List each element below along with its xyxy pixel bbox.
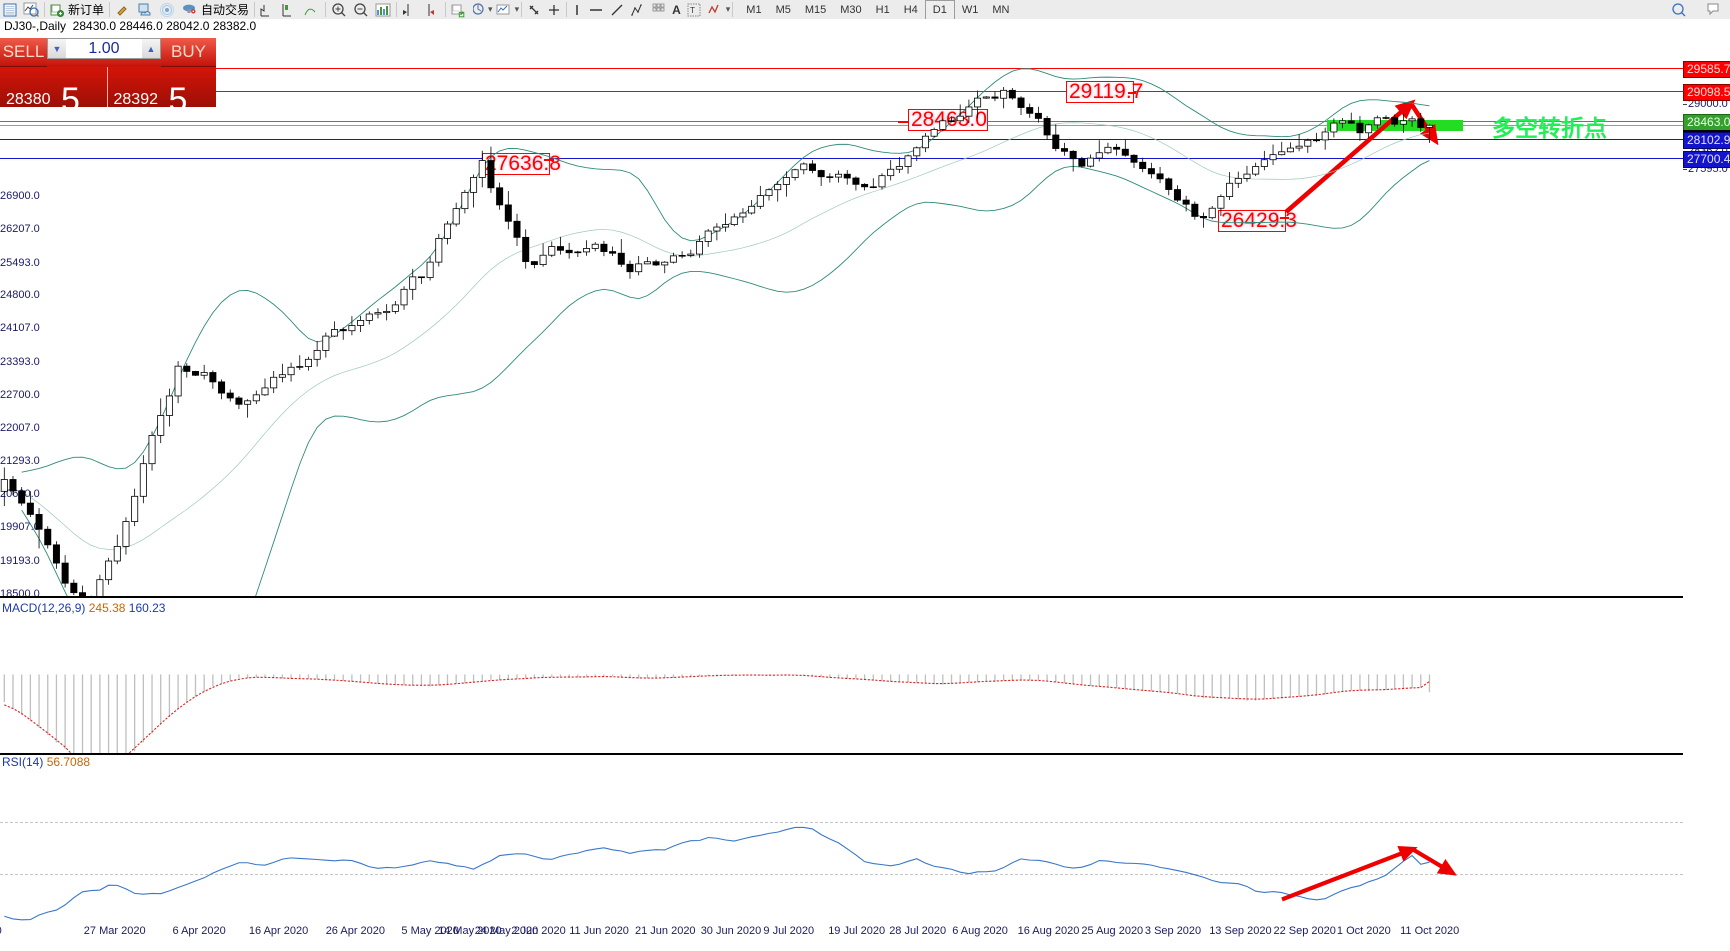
svg-text:T: T [690, 6, 695, 15]
